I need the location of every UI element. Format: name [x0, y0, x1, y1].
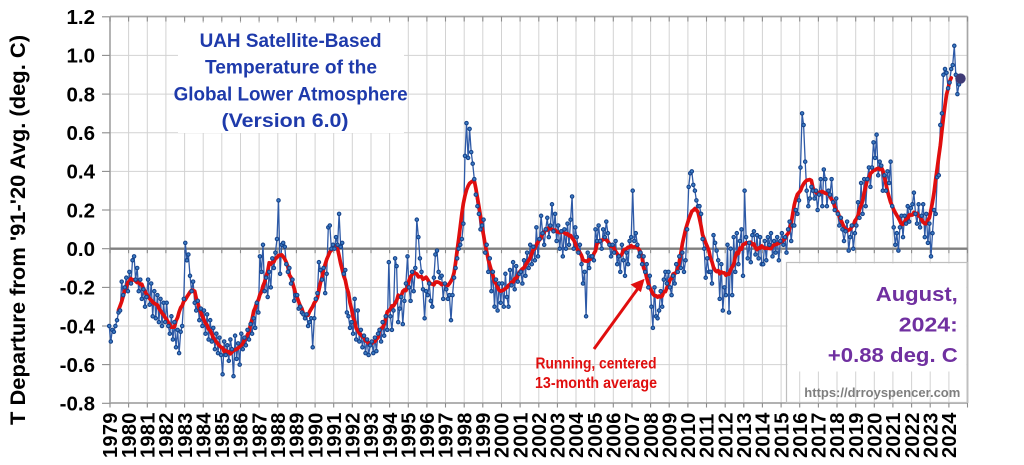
svg-text:2004: 2004 — [566, 412, 588, 458]
svg-text:-0.8: -0.8 — [60, 393, 95, 416]
svg-text:2005: 2005 — [585, 412, 607, 458]
svg-text:2016: 2016 — [790, 412, 812, 458]
svg-text:1992: 1992 — [343, 412, 365, 458]
svg-text:2024:: 2024: — [899, 314, 958, 337]
svg-text:1987: 1987 — [249, 412, 271, 458]
svg-text:1985: 1985 — [212, 412, 234, 458]
svg-text:2012: 2012 — [715, 412, 737, 458]
svg-text:1.0: 1.0 — [67, 45, 96, 68]
svg-text:1995: 1995 — [399, 412, 421, 458]
svg-text:0.6: 0.6 — [67, 122, 96, 145]
svg-text:1988: 1988 — [268, 412, 290, 458]
svg-text:1981: 1981 — [138, 412, 160, 458]
svg-text:+0.88 deg. C: +0.88 deg. C — [828, 344, 958, 367]
svg-text:2000: 2000 — [492, 412, 514, 458]
svg-text:2015: 2015 — [771, 412, 793, 458]
svg-text:1986: 1986 — [231, 412, 253, 458]
svg-text:Global Lower Atmosphere: Global Lower Atmosphere — [174, 85, 408, 106]
svg-text:1991: 1991 — [324, 412, 346, 458]
svg-text:2013: 2013 — [734, 412, 756, 458]
svg-text:-0.2: -0.2 — [60, 277, 95, 300]
svg-text:1989: 1989 — [287, 412, 309, 458]
svg-text:Running, centered: Running, centered — [536, 355, 657, 372]
svg-text:0.8: 0.8 — [67, 83, 96, 106]
svg-text:2014: 2014 — [753, 412, 775, 458]
svg-text:1.2: 1.2 — [67, 6, 96, 29]
svg-text:1994: 1994 — [380, 412, 402, 458]
svg-text:2008: 2008 — [641, 412, 663, 458]
svg-text:2018: 2018 — [827, 412, 849, 458]
svg-text:1993: 1993 — [361, 412, 383, 458]
svg-text:2006: 2006 — [604, 412, 626, 458]
svg-text:2009: 2009 — [659, 412, 681, 458]
svg-text:August,: August, — [876, 283, 958, 306]
svg-text:1996: 1996 — [417, 412, 439, 458]
svg-text:2022: 2022 — [902, 412, 924, 458]
svg-text:2021: 2021 — [883, 412, 905, 458]
svg-text:-0.4: -0.4 — [60, 315, 96, 338]
svg-text:1998: 1998 — [454, 412, 476, 458]
svg-text:https://drroyspencer.com: https://drroyspencer.com — [804, 385, 960, 400]
svg-text:2002: 2002 — [529, 412, 551, 458]
svg-text:(Version 6.0): (Version 6.0) — [222, 111, 349, 132]
svg-text:2017: 2017 — [809, 412, 831, 458]
svg-text:T Departure from '91-'20 Avg.: T Departure from '91-'20 Avg. (deg. C) — [6, 35, 30, 425]
svg-text:13-month average: 13-month average — [535, 375, 657, 392]
svg-text:1980: 1980 — [119, 412, 141, 458]
svg-text:2020: 2020 — [865, 412, 887, 458]
svg-text:1984: 1984 — [193, 412, 215, 458]
svg-text:0.0: 0.0 — [67, 238, 96, 261]
svg-text:1999: 1999 — [473, 412, 495, 458]
svg-text:2011: 2011 — [697, 413, 719, 458]
svg-text:0.4: 0.4 — [67, 161, 96, 184]
svg-text:Temperature of the: Temperature of the — [205, 58, 377, 79]
svg-text:2001: 2001 — [510, 412, 532, 458]
svg-text:2024: 2024 — [939, 412, 961, 458]
svg-text:UAH Satellite-Based: UAH Satellite-Based — [200, 31, 382, 52]
svg-text:0.2: 0.2 — [67, 199, 96, 222]
svg-text:2003: 2003 — [548, 412, 570, 458]
svg-text:1982: 1982 — [156, 412, 178, 458]
svg-text:2019: 2019 — [846, 412, 868, 458]
svg-text:2007: 2007 — [622, 412, 644, 458]
svg-text:1983: 1983 — [175, 412, 197, 458]
svg-text:2023: 2023 — [920, 412, 942, 458]
svg-text:1997: 1997 — [436, 412, 458, 458]
svg-text:1990: 1990 — [305, 412, 327, 458]
svg-text:-0.6: -0.6 — [60, 354, 95, 377]
svg-text:2010: 2010 — [678, 412, 700, 458]
svg-text:1979: 1979 — [100, 412, 122, 458]
